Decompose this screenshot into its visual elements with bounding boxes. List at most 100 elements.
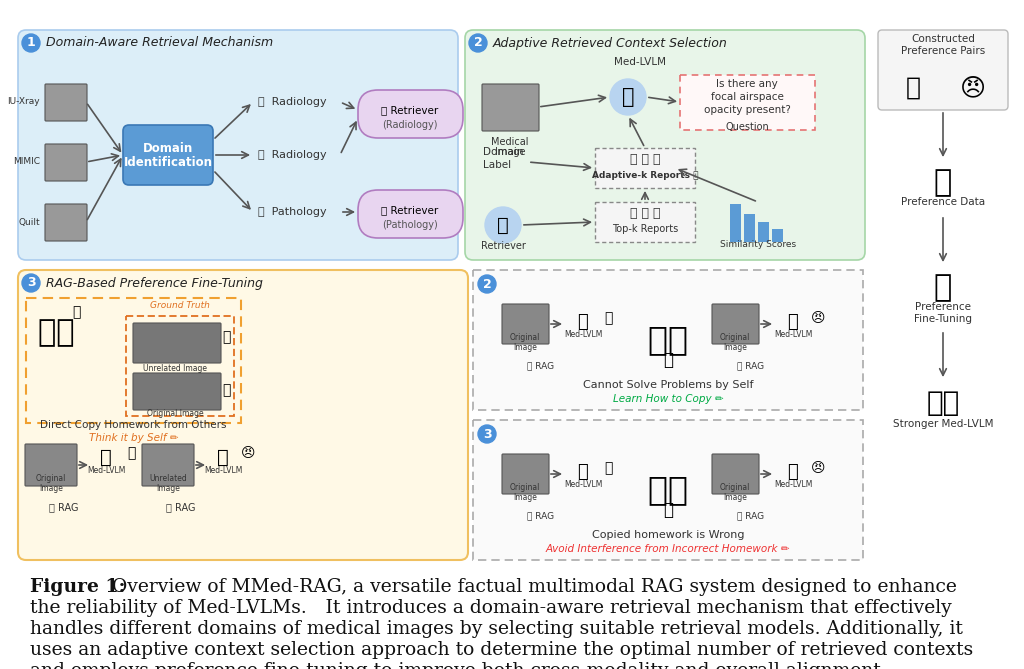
Text: Original
Image: Original Image xyxy=(510,332,541,352)
FancyBboxPatch shape xyxy=(712,454,759,494)
Text: ✅: ✅ xyxy=(604,311,612,325)
FancyBboxPatch shape xyxy=(358,190,463,238)
Text: Original Image: Original Image xyxy=(146,409,204,418)
Text: 🏆 RAG: 🏆 RAG xyxy=(166,502,196,512)
Text: Label: Label xyxy=(483,160,511,170)
Bar xyxy=(473,270,863,410)
Bar xyxy=(680,75,815,130)
Text: 🔍: 🔍 xyxy=(497,215,509,235)
Text: 3: 3 xyxy=(27,276,35,290)
FancyBboxPatch shape xyxy=(45,204,87,241)
Text: 🤖: 🤖 xyxy=(787,463,799,481)
Text: Think it by Self ✏️: Think it by Self ✏️ xyxy=(89,433,178,443)
Text: Medical: Medical xyxy=(492,137,528,147)
Text: Image: Image xyxy=(495,147,525,157)
Text: ✅: ✅ xyxy=(604,461,612,475)
Text: 😠: 😠 xyxy=(811,311,825,325)
FancyBboxPatch shape xyxy=(133,323,221,363)
Bar xyxy=(126,316,234,416)
Text: Adaptive-k Reports 👍: Adaptive-k Reports 👍 xyxy=(592,171,698,180)
Text: ❌: ❌ xyxy=(663,351,673,369)
Text: 👩‍🎓: 👩‍🎓 xyxy=(648,474,688,506)
Text: Is there any: Is there any xyxy=(716,79,778,89)
FancyBboxPatch shape xyxy=(133,373,221,410)
FancyBboxPatch shape xyxy=(18,30,458,260)
Text: 🏆 RAG: 🏆 RAG xyxy=(737,511,765,520)
Text: 2: 2 xyxy=(482,278,492,290)
Text: ✅: ✅ xyxy=(222,383,230,397)
Text: Preference Pairs: Preference Pairs xyxy=(901,46,985,56)
Text: the reliability of Med-LVLMs. It introduces a domain-aware retrieval mechanism t: the reliability of Med-LVLMs. It introdu… xyxy=(30,599,951,617)
Text: Cannot Solve Problems by Self: Cannot Solve Problems by Self xyxy=(583,380,754,390)
FancyBboxPatch shape xyxy=(482,84,539,131)
Text: Domain: Domain xyxy=(483,147,523,157)
Text: Learn How to Copy ✏️: Learn How to Copy ✏️ xyxy=(612,394,723,404)
Text: 🤖💪: 🤖💪 xyxy=(927,389,959,417)
Text: 🏆 RAG: 🏆 RAG xyxy=(527,361,555,370)
Text: Copied homework is Wrong: Copied homework is Wrong xyxy=(592,530,744,540)
Text: 1: 1 xyxy=(27,37,36,50)
Text: RAG-Based Preference Fine-Tuning: RAG-Based Preference Fine-Tuning xyxy=(46,276,263,290)
Text: 🏆 RAG: 🏆 RAG xyxy=(737,361,765,370)
Text: Retriever: Retriever xyxy=(480,241,525,251)
Circle shape xyxy=(478,275,496,293)
Text: 🤖: 🤖 xyxy=(578,463,589,481)
Text: Original
Image: Original Image xyxy=(36,474,67,493)
Text: Original
Image: Original Image xyxy=(510,482,541,502)
Text: Similarity Scores: Similarity Scores xyxy=(720,240,796,249)
Text: Direct Copy Homework from Others: Direct Copy Homework from Others xyxy=(40,420,226,430)
Text: Top-k Reports: Top-k Reports xyxy=(612,224,678,234)
Text: Identification: Identification xyxy=(124,157,213,169)
Bar xyxy=(595,202,695,242)
Text: 👩‍🎓: 👩‍🎓 xyxy=(648,324,688,357)
Text: 🔬  Radiology: 🔬 Radiology xyxy=(258,97,327,107)
Text: Med-LVLM: Med-LVLM xyxy=(87,466,125,475)
Text: Preference: Preference xyxy=(915,302,971,312)
Text: MIMIC: MIMIC xyxy=(13,157,40,167)
Text: Med-LVLM: Med-LVLM xyxy=(614,57,666,67)
Text: Med-LVLM: Med-LVLM xyxy=(564,480,602,489)
Text: Unrelated Image: Unrelated Image xyxy=(143,364,207,373)
Text: Adaptive Retrieved Context Selection: Adaptive Retrieved Context Selection xyxy=(493,37,728,50)
Bar xyxy=(595,148,695,188)
Text: 🦠  Pathology: 🦠 Pathology xyxy=(258,207,327,217)
Text: Ground Truth: Ground Truth xyxy=(151,301,210,310)
Text: 🔄: 🔄 xyxy=(934,274,952,302)
Text: ✅: ✅ xyxy=(72,305,80,319)
Text: 👩‍💻: 👩‍💻 xyxy=(38,318,75,347)
Text: Question: Question xyxy=(725,122,769,132)
FancyBboxPatch shape xyxy=(358,90,463,138)
Text: 🏆 RAG: 🏆 RAG xyxy=(527,511,555,520)
Text: handles different domains of medical images by selecting suitable retrieval mode: handles different domains of medical ima… xyxy=(30,620,963,638)
Text: 🤖: 🤖 xyxy=(622,87,634,107)
Bar xyxy=(758,222,769,242)
Text: Med-LVLM: Med-LVLM xyxy=(774,480,812,489)
Text: Med-LVLM: Med-LVLM xyxy=(774,330,812,339)
Text: focal airspace: focal airspace xyxy=(711,92,783,102)
Text: Med-LVLM: Med-LVLM xyxy=(564,330,602,339)
Text: 🤖: 🤖 xyxy=(787,313,799,331)
Text: 2: 2 xyxy=(474,37,482,50)
FancyBboxPatch shape xyxy=(712,304,759,344)
Text: 🤖: 🤖 xyxy=(578,313,589,331)
Bar xyxy=(744,214,755,242)
FancyBboxPatch shape xyxy=(465,30,865,260)
Text: Original
Image: Original Image xyxy=(720,482,751,502)
Circle shape xyxy=(610,79,646,115)
FancyBboxPatch shape xyxy=(502,454,549,494)
Circle shape xyxy=(22,34,40,52)
Text: 😠: 😠 xyxy=(811,461,825,475)
Text: Original
Image: Original Image xyxy=(720,332,751,352)
Text: opacity present?: opacity present? xyxy=(703,105,791,115)
Text: ✅: ✅ xyxy=(127,446,135,460)
Text: 📄 📄 📄: 📄 📄 📄 xyxy=(630,207,660,220)
Text: Unrelated
Image: Unrelated Image xyxy=(150,474,186,493)
Bar xyxy=(772,229,783,242)
Text: 🤖 Retriever: 🤖 Retriever xyxy=(381,105,438,115)
Circle shape xyxy=(478,425,496,443)
Text: (Radiology): (Radiology) xyxy=(382,120,437,130)
Bar xyxy=(473,420,863,560)
Text: 🤖 Retriever: 🤖 Retriever xyxy=(381,205,438,215)
Text: Domain-Aware Retrieval Mechanism: Domain-Aware Retrieval Mechanism xyxy=(46,37,273,50)
FancyBboxPatch shape xyxy=(878,30,1008,110)
